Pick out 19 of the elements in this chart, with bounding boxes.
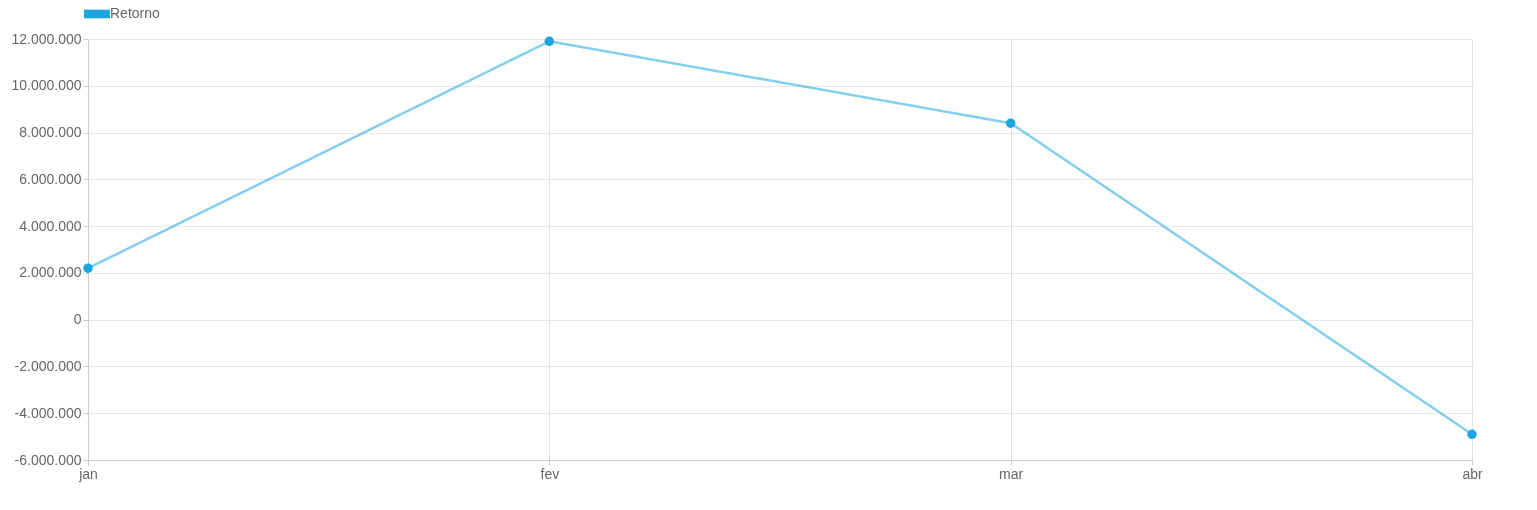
x-tick-label: mar — [999, 465, 1024, 482]
y-tick-label: 8.000.000 — [19, 124, 82, 141]
y-tick-label: 6.000.000 — [19, 170, 82, 187]
point — [83, 263, 93, 273]
y-tick-label: 12.000.000 — [11, 30, 82, 47]
point — [1467, 429, 1477, 440]
point — [544, 36, 555, 47]
y-tick-label: 0 — [73, 311, 82, 328]
y-tick-label: -6.000.000 — [14, 451, 82, 468]
x-tick-label: fev — [540, 465, 560, 482]
y-tick-label: 2.000.000 — [19, 264, 82, 281]
y-tick-label: 10.000.000 — [11, 77, 82, 94]
x-tick-label: abr — [1462, 465, 1483, 482]
legend-label: Retorno — [110, 5, 161, 21]
x-tick-label: jan — [78, 465, 98, 482]
point — [1005, 118, 1016, 128]
y-tick-label: -2.000.000 — [14, 357, 82, 374]
y-tick-label: -4.000.000 — [14, 404, 82, 421]
y-tick-label: 4.000.000 — [19, 217, 82, 234]
